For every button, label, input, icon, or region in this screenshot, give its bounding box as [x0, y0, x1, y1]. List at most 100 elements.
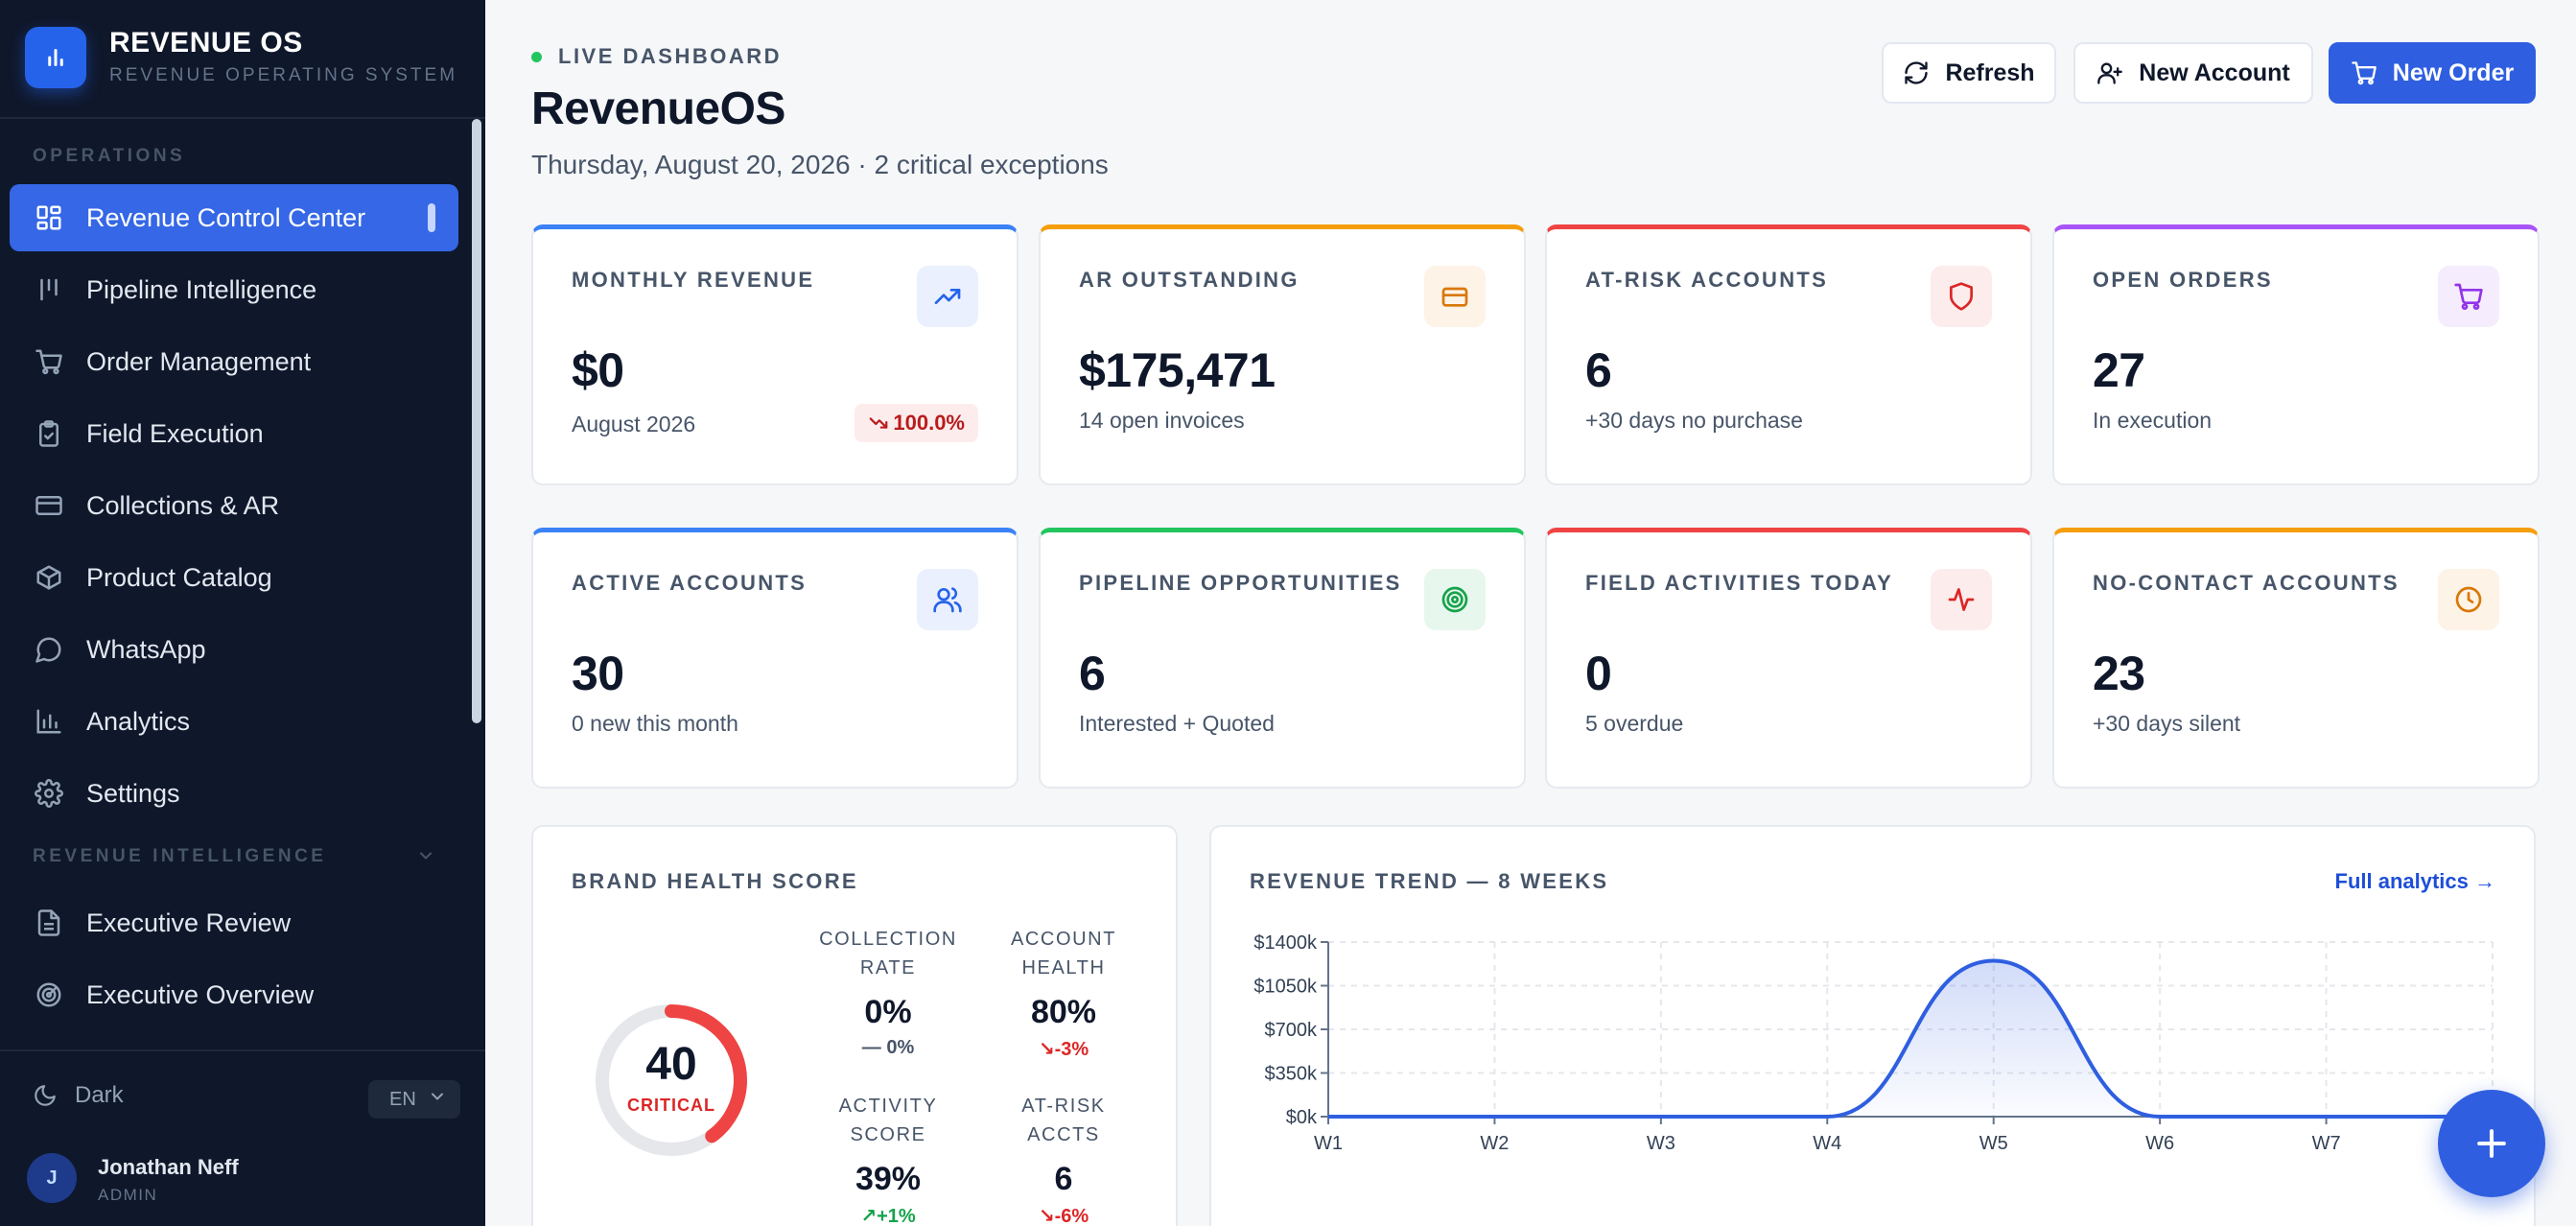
sidebar-item-label: Order Management — [86, 346, 312, 376]
avatar[interactable]: J — [27, 1153, 77, 1203]
kpi-value: 23 — [2093, 647, 2145, 700]
kpi-caption: In execution — [2093, 408, 2213, 433]
x-tick-label: W6 — [2145, 1133, 2174, 1154]
metric-delta: — 0% — [861, 1037, 915, 1058]
sidebar-item-revenue-control-center[interactable]: Revenue Control Center — [10, 184, 458, 251]
kpi-ar-outstanding[interactable]: AR OUTSTANDING $175,471 14 open invoices — [1039, 224, 1526, 485]
full-analytics-link[interactable]: Full analytics → — [2334, 869, 2496, 893]
theme-label: Dark — [75, 1082, 124, 1108]
grid-icon — [33, 201, 65, 234]
kpi-label: PIPELINE OPPORTUNITIES — [1079, 571, 1402, 595]
sidebar-scrollbar[interactable] — [472, 119, 481, 723]
brand-health-panel: BRAND HEALTH SCORE 40 CRITICAL COLLECTIO… — [531, 825, 1178, 1226]
live-dashboard-label: LIVE DASHBOARD — [558, 44, 783, 68]
pipeline-icon — [33, 273, 65, 306]
kpi-at-risk-accounts[interactable]: AT-RISK ACCOUNTS 6 +30 days no purchase — [1545, 224, 2032, 485]
kpi-caption: 0 new this month — [572, 711, 738, 736]
kpi-open-orders[interactable]: OPEN ORDERS 27 In execution — [2052, 224, 2540, 485]
sidebar-item-whatsapp[interactable]: WhatsApp — [10, 616, 458, 683]
section-label-revenue-intelligence: REVENUE INTELLIGENCE — [33, 846, 327, 866]
panel-title: BRAND HEALTH SCORE — [572, 869, 858, 893]
sidebar: REVENUE OS REVENUE OPERATING SYSTEM OPER… — [0, 0, 485, 1226]
logo-icon[interactable] — [25, 27, 86, 88]
new-account-label: New Account — [2139, 59, 2290, 86]
sidebar-item-label: Collections & AR — [86, 490, 280, 520]
kpi-label: ACTIVE ACCOUNTS — [572, 571, 808, 595]
brand-name: REVENUE OS — [109, 27, 303, 59]
x-tick-label: W4 — [1813, 1133, 1841, 1154]
health-score-value: 40 — [645, 1039, 697, 1090]
sidebar-item-label: Analytics — [86, 706, 191, 736]
credit-card-icon — [1424, 266, 1486, 327]
y-tick-label: $350k — [1265, 1064, 1318, 1085]
metric-activity-score: ACTIVITY SCORE 39% ↗+1% — [807, 1092, 970, 1226]
sidebar-item-label: Executive Overview — [86, 979, 315, 1009]
refresh-label: Refresh — [1945, 59, 2035, 86]
kpi-caption: August 2026 — [572, 412, 696, 436]
kpi-no-contact-accounts[interactable]: NO-CONTACT ACCOUNTS 23 +30 days silent — [2052, 528, 2540, 789]
add-user-icon — [2096, 59, 2125, 87]
kpi-pipeline-opportunities[interactable]: PIPELINE OPPORTUNITIES 6 Interested + Qu… — [1039, 528, 1526, 789]
active-indicator — [428, 203, 435, 232]
section-label-operations: OPERATIONS — [33, 146, 186, 166]
metric-label: AT-RISK — [1021, 1096, 1106, 1117]
chevron-down-icon[interactable] — [416, 846, 435, 870]
kpi-value: $0 — [572, 343, 624, 397]
brand-block: REVENUE OS REVENUE OPERATING SYSTEM — [0, 0, 485, 119]
x-tick-label: W2 — [1480, 1133, 1509, 1154]
health-status-label: CRITICAL — [627, 1096, 715, 1115]
metric-collection-rate: COLLECTION RATE 0% — 0% — [807, 925, 970, 1059]
trending-up-icon: ↗ — [860, 1206, 878, 1226]
kpi-field-activities-today[interactable]: FIELD ACTIVITIES TODAY 0 5 overdue — [1545, 528, 2032, 789]
sidebar-item-pipeline-intelligence[interactable]: Pipeline Intelligence — [10, 256, 458, 323]
y-tick-label: $1050k — [1253, 977, 1318, 998]
sidebar-item-order-management[interactable]: Order Management — [10, 328, 458, 395]
trend-badge-value: 100.0% — [893, 411, 965, 435]
x-tick-label: W3 — [1647, 1133, 1675, 1154]
trending-down-icon — [868, 413, 889, 434]
new-order-button[interactable]: New Order — [2329, 42, 2536, 104]
sidebar-item-field-execution[interactable]: Field Execution — [10, 400, 458, 467]
kpi-caption: 5 overdue — [1585, 711, 1684, 736]
kpi-active-accounts[interactable]: ACTIVE ACCOUNTS 30 0 new this month — [531, 528, 1019, 789]
sidebar-item-analytics[interactable]: Analytics — [10, 688, 458, 755]
chevron-down-icon — [428, 1087, 447, 1112]
revenue-trend-chart: $0k$350k$700k$1050k$1400kW1W2W3W4W5W6W7W… — [1253, 932, 2507, 1154]
kpi-monthly-revenue[interactable]: MONTHLY REVENUE $0 August 2026 100.0% — [531, 224, 1019, 485]
sidebar-item-label: WhatsApp — [86, 634, 206, 664]
plus-icon — [2471, 1122, 2513, 1165]
add-fab-button[interactable] — [2438, 1090, 2545, 1197]
brand-subtitle: REVENUE OPERATING SYSTEM — [109, 65, 458, 85]
kpi-label: OPEN ORDERS — [2093, 268, 2273, 292]
sidebar-item-label: Pipeline Intelligence — [86, 274, 317, 304]
metric-delta-value: -3% — [1054, 1039, 1089, 1060]
user-name: Jonathan Neff — [98, 1155, 239, 1179]
kpi-label: NO-CONTACT ACCOUNTS — [2093, 571, 2400, 595]
refresh-icon — [1903, 59, 1932, 87]
theme-toggle[interactable]: Dark — [33, 1082, 124, 1109]
sidebar-item-executive-overview[interactable]: Executive Overview — [10, 961, 458, 1028]
refresh-button[interactable]: Refresh — [1882, 42, 2056, 104]
x-tick-label: W7 — [2312, 1133, 2341, 1154]
y-tick-label: $0k — [1286, 1107, 1318, 1128]
kpi-label: AT-RISK ACCOUNTS — [1585, 268, 1829, 292]
new-order-label: New Order — [2392, 59, 2515, 86]
metric-at-risk-accts: AT-RISK ACCTS 6 ↘-6% — [982, 1092, 1145, 1226]
sidebar-item-settings[interactable]: Settings — [10, 760, 458, 827]
sidebar-item-collections-ar[interactable]: Collections & AR — [10, 472, 458, 539]
kpi-value: 27 — [2093, 343, 2145, 397]
users-icon — [917, 569, 978, 630]
trending-down-icon: ↘ — [1038, 1206, 1055, 1226]
credit-card-icon — [33, 489, 65, 522]
language-select[interactable]: EN — [368, 1080, 460, 1119]
trending-down-icon: ↘ — [1038, 1039, 1055, 1060]
metric-label: ACCTS — [1027, 1124, 1100, 1145]
metric-delta-value: -6% — [1054, 1206, 1089, 1226]
sidebar-item-product-catalog[interactable]: Product Catalog — [10, 544, 458, 611]
metric-value: 80% — [1030, 994, 1097, 1030]
metric-label: COLLECTION — [819, 929, 957, 950]
revenue-series-line — [1327, 958, 2493, 1119]
new-account-button[interactable]: New Account — [2073, 42, 2313, 104]
sidebar-item-executive-review[interactable]: Executive Review — [10, 889, 458, 956]
metric-value: 39% — [855, 1161, 922, 1197]
